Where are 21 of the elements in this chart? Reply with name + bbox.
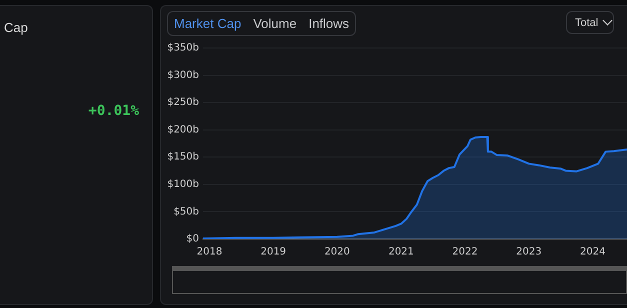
text: Total bbox=[566, 11, 614, 34]
y-tick-label: $50b bbox=[174, 206, 199, 218]
y-tick-label: $100b bbox=[167, 179, 199, 190]
y-tick-label: $250b bbox=[167, 97, 199, 108]
text: Inflows bbox=[308, 16, 350, 31]
x-tick-label: 2018 bbox=[196, 246, 222, 258]
text: +0.01% bbox=[88, 103, 139, 119]
x-tick-label: 2022 bbox=[452, 246, 478, 258]
x-tick-label: 2020 bbox=[324, 246, 350, 258]
x-tick-label: 2019 bbox=[260, 246, 286, 258]
y-tick-label: $200b bbox=[167, 124, 199, 136]
y-tick-label: $350b bbox=[167, 42, 199, 54]
x-tick-label: 2023 bbox=[516, 246, 542, 258]
text: Volume bbox=[253, 16, 297, 31]
y-tick-label: $0 bbox=[186, 234, 199, 245]
y-tick-label: $300b bbox=[167, 70, 199, 81]
text: Market Cap bbox=[174, 16, 242, 31]
x-tick-label: 2021 bbox=[388, 246, 414, 258]
y-tick-label: $150b bbox=[167, 152, 199, 163]
x-tick-label: 2024 bbox=[580, 246, 606, 258]
text: Cap bbox=[4, 20, 28, 35]
